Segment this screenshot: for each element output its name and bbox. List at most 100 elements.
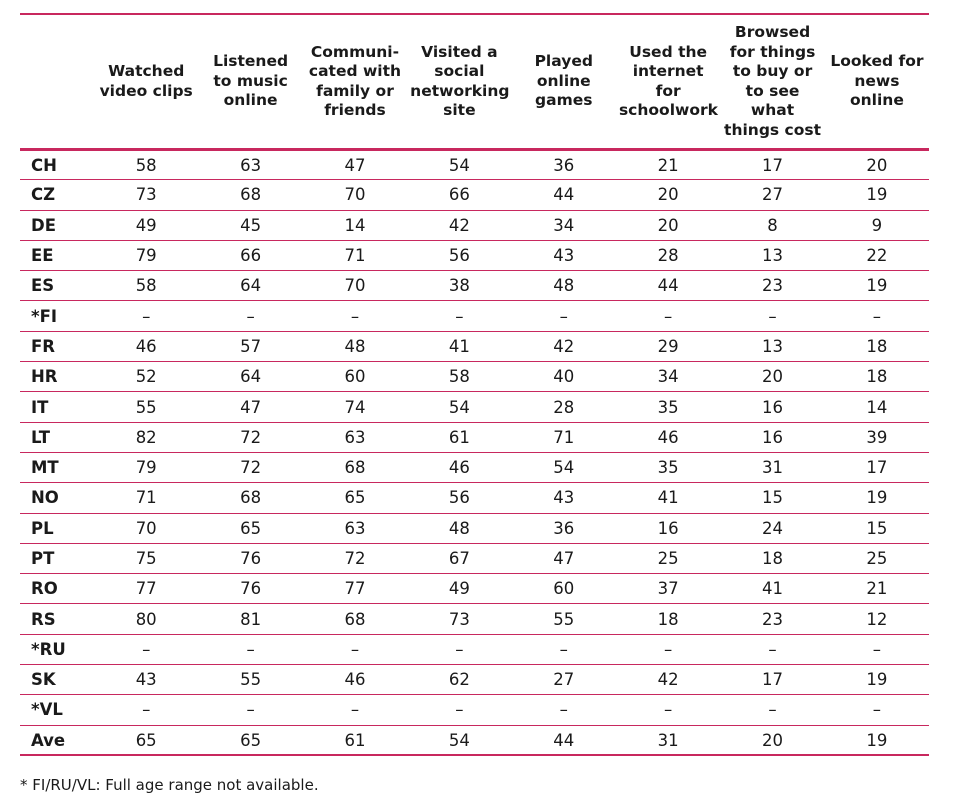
table-cell: 44	[553, 185, 575, 205]
table-row: *RU – – – – – – – –	[20, 634, 930, 665]
table-cell: –	[559, 306, 568, 326]
table-cell: 47	[344, 155, 366, 175]
table-cell: 79	[135, 458, 157, 478]
table-cell: 28	[553, 397, 575, 417]
table-cell: 15	[866, 518, 888, 538]
table-cell: 41	[762, 579, 784, 599]
table-cell: 42	[448, 215, 470, 235]
table-cell: 48	[553, 276, 575, 296]
table-cell: 75	[135, 549, 157, 568]
table-cell: 13	[762, 246, 784, 266]
table-cell: –	[768, 306, 777, 326]
table-cell: 31	[657, 730, 679, 750]
table-cell: 21	[657, 155, 679, 175]
table-cell: 70	[344, 276, 366, 296]
table-cell: 43	[553, 488, 575, 508]
table-cell: 40	[553, 367, 575, 387]
table-cell: 20	[866, 155, 888, 175]
table-cell: 38	[448, 276, 470, 296]
table-row: PL 70 65 63 48 36 16 24 15	[20, 513, 930, 544]
table-cell: 15	[762, 488, 784, 508]
table-cell: 20	[762, 367, 784, 387]
row-country: FR	[31, 336, 55, 356]
table-cell: –	[142, 639, 151, 659]
table-cell: 8	[767, 215, 778, 235]
table-cell: 41	[657, 488, 679, 508]
table-cell: –	[142, 306, 151, 326]
table-cell: –	[664, 700, 673, 720]
table-cell: 23	[762, 276, 784, 296]
table-cell: 73	[135, 185, 157, 205]
table-cell: 20	[657, 215, 679, 235]
table-row: DE 49 45 14 42 34 20 8 9	[20, 210, 930, 241]
table-cell: 77	[135, 579, 157, 599]
table-cell: 17	[866, 458, 888, 478]
table-cell: 72	[240, 458, 262, 478]
table-cell: 74	[344, 397, 366, 417]
table-cell: –	[559, 639, 568, 659]
table-cell: 58	[448, 367, 470, 387]
row-country: SK	[31, 670, 56, 690]
table-cell: 63	[344, 427, 366, 447]
table-row: MT 79 72 68 46 54 35 31 17	[20, 452, 930, 483]
header-watched-video-clips: Watched video clips	[99, 62, 193, 100]
table-cell: –	[350, 700, 360, 720]
row-country: RS	[31, 609, 56, 629]
table-cell: 17	[762, 155, 784, 175]
header-listened-to-music: Listened to music online	[213, 52, 289, 110]
table-row: NO 71 68 65 56 43 41 15 19	[20, 483, 930, 514]
table-cell: 57	[240, 336, 262, 356]
table-row: *VL – – – – – – – –	[20, 695, 930, 726]
table-body: CH 58 63 47 54 36 21 17 20 CZ 73 68 70 66 44 20 27 19 DE 49…	[20, 150, 930, 756]
table-cell: 68	[344, 609, 366, 629]
table-cell: 64	[240, 276, 262, 296]
table-cell: 17	[762, 670, 784, 690]
table-cell: 49	[135, 215, 157, 235]
table-cell: 65	[344, 488, 366, 508]
table-cell: 71	[135, 488, 157, 508]
table-cell: 76	[240, 579, 262, 599]
table-cell: 12	[866, 609, 888, 629]
table-cell: 19	[866, 730, 888, 750]
table-cell: 39	[866, 427, 888, 447]
row-country: LT	[31, 427, 51, 447]
table-cell: 71	[344, 246, 366, 266]
table-cell: 16	[762, 397, 784, 417]
table-cell: –	[768, 639, 777, 659]
table-row: LT 82 72 63 61 71 46 16 39	[20, 422, 930, 453]
table-cell: 61	[344, 730, 366, 750]
table-cell: –	[664, 639, 673, 659]
table-cell: –	[350, 306, 360, 326]
table-cell: 24	[762, 518, 784, 538]
table-row: CZ 73 68 70 66 44 20 27 19	[20, 180, 930, 211]
table-cell: 65	[135, 730, 157, 750]
table-cell: 31	[762, 458, 784, 478]
table-cell: –	[872, 639, 882, 659]
row-country: *FI	[31, 306, 58, 326]
table-row: CH 58 63 47 54 36 21 17 20	[20, 150, 930, 180]
row-country: PT	[31, 549, 55, 568]
table-cell: 29	[657, 336, 679, 356]
table-cell: –	[559, 700, 568, 720]
table-cell: 49	[448, 579, 470, 599]
table-cell: 16	[657, 518, 679, 538]
table-row: RO 77 76 77 49 60 37 41 21	[20, 574, 930, 604]
table-cell: 44	[553, 730, 575, 750]
results-table-container: Watched video clips Listened to music on…	[20, 13, 930, 756]
table-cell: 18	[762, 549, 784, 568]
table-cell: 64	[240, 367, 262, 387]
table-cell: 16	[762, 427, 784, 447]
table-cell: 58	[135, 276, 157, 296]
table-row: PT 75 76 72 67 47 25 18 25	[20, 543, 930, 574]
table-cell: 18	[866, 336, 888, 356]
table-row: ES 58 64 70 38 48 44 23 19	[20, 271, 930, 301]
table-cell: 20	[657, 185, 679, 205]
table-cell: 44	[657, 276, 679, 296]
header-played-games: Played online games	[534, 52, 593, 110]
table-cell: 25	[866, 549, 888, 568]
table-cell: 52	[135, 367, 157, 387]
table-cell: 70	[344, 185, 366, 205]
table-cell: 82	[135, 427, 157, 447]
table-cell: 42	[553, 336, 575, 356]
table-cell: 71	[553, 427, 575, 447]
